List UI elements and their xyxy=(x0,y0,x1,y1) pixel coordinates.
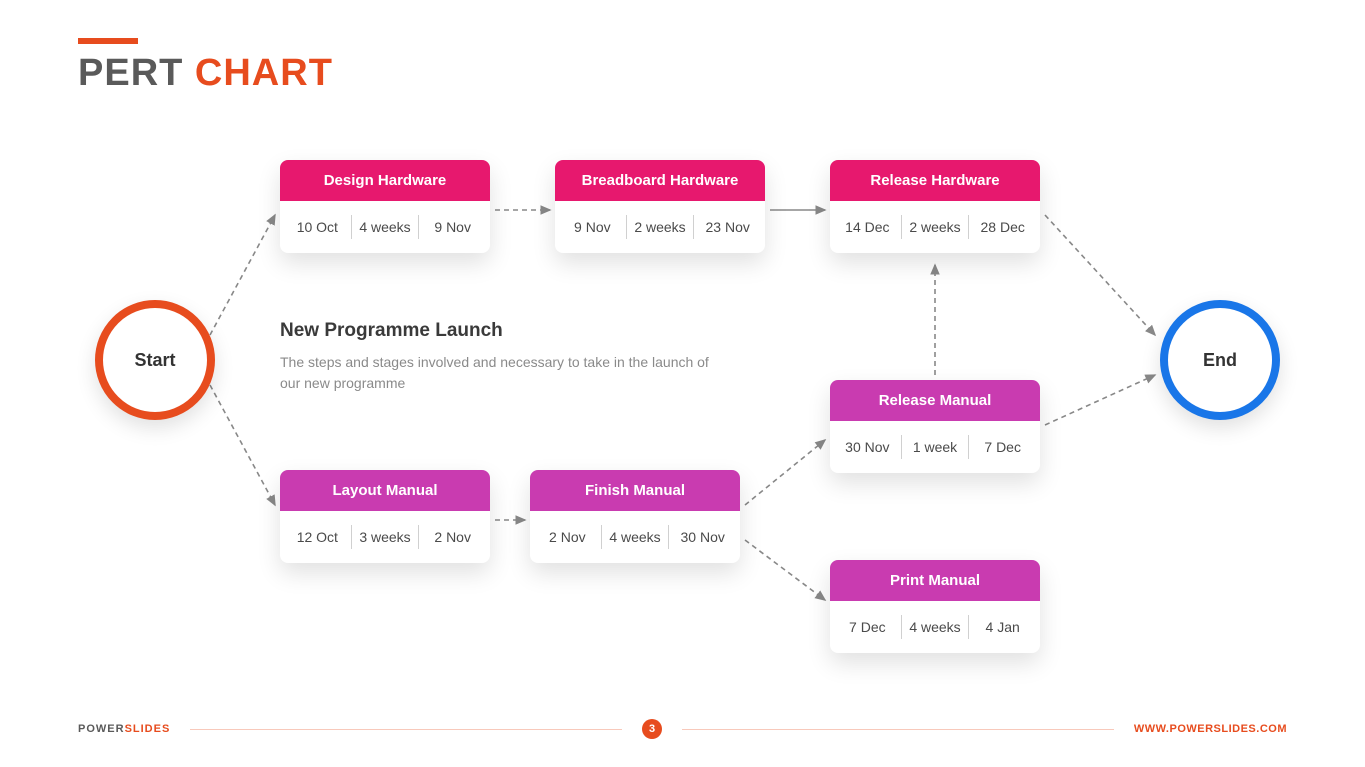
cell-divider xyxy=(351,215,352,239)
footer-line-left xyxy=(190,729,622,730)
task-body: 7 Dec 4 weeks 4 Jan xyxy=(830,601,1040,653)
cell-divider xyxy=(901,215,902,239)
task-start-date: 30 Nov xyxy=(838,439,897,455)
edge-finish-manual-to-print-manual xyxy=(745,540,825,600)
cell-divider xyxy=(626,215,627,239)
description-text: The steps and stages involved and necess… xyxy=(280,352,710,394)
task-end-date: 4 Jan xyxy=(973,619,1032,635)
task-body: 12 Oct 3 weeks 2 Nov xyxy=(280,511,490,563)
task-end-date: 30 Nov xyxy=(673,529,732,545)
description-block: New Programme Launch The steps and stage… xyxy=(280,320,710,394)
cell-divider xyxy=(901,615,902,639)
task-card-breadboard-hardware: Breadboard Hardware 9 Nov 2 weeks 23 Nov xyxy=(555,160,765,253)
task-header: Print Manual xyxy=(830,560,1040,601)
cell-divider xyxy=(968,215,969,239)
task-card-layout-manual: Layout Manual 12 Oct 3 weeks 2 Nov xyxy=(280,470,490,563)
task-body: 9 Nov 2 weeks 23 Nov xyxy=(555,201,765,253)
task-start-date: 14 Dec xyxy=(838,219,897,235)
edge-start-to-layout-manual xyxy=(210,385,275,505)
task-header: Layout Manual xyxy=(280,470,490,511)
task-card-design-hardware: Design Hardware 10 Oct 4 weeks 9 Nov xyxy=(280,160,490,253)
cell-divider xyxy=(418,215,419,239)
task-body: 10 Oct 4 weeks 9 Nov xyxy=(280,201,490,253)
task-card-release-hardware: Release Hardware 14 Dec 2 weeks 28 Dec xyxy=(830,160,1040,253)
edge-release-manual-to-end xyxy=(1045,375,1155,425)
task-body: 30 Nov 1 week 7 Dec xyxy=(830,421,1040,473)
footer-url: WWW.POWERSLIDES.COM xyxy=(1134,723,1287,735)
cell-divider xyxy=(901,435,902,459)
cell-divider xyxy=(601,525,602,549)
footer-page-number: 3 xyxy=(642,719,662,739)
task-header: Release Manual xyxy=(830,380,1040,421)
task-body: 14 Dec 2 weeks 28 Dec xyxy=(830,201,1040,253)
task-duration: 1 week xyxy=(906,439,965,455)
footer-line-right xyxy=(682,729,1114,730)
footer-brand-2: SLIDES xyxy=(125,723,171,735)
page-title: PERT CHART xyxy=(78,52,333,95)
task-start-date: 10 Oct xyxy=(288,219,347,235)
task-card-print-manual: Print Manual 7 Dec 4 weeks 4 Jan xyxy=(830,560,1040,653)
cell-divider xyxy=(351,525,352,549)
task-header: Finish Manual xyxy=(530,470,740,511)
task-start-date: 2 Nov xyxy=(538,529,597,545)
footer: POWERSLIDES 3 WWW.POWERSLIDES.COM xyxy=(0,719,1365,739)
task-end-date: 23 Nov xyxy=(698,219,757,235)
task-end-date: 9 Nov xyxy=(423,219,482,235)
task-duration: 4 weeks xyxy=(906,619,965,635)
task-duration: 2 weeks xyxy=(906,219,965,235)
start-node: Start xyxy=(95,300,215,420)
title-word-2: CHART xyxy=(195,52,333,94)
task-header: Design Hardware xyxy=(280,160,490,201)
title-word-1: PERT xyxy=(78,52,183,94)
task-card-release-manual: Release Manual 30 Nov 1 week 7 Dec xyxy=(830,380,1040,473)
task-header: Release Hardware xyxy=(830,160,1040,201)
task-header: Breadboard Hardware xyxy=(555,160,765,201)
cell-divider xyxy=(968,435,969,459)
task-duration: 4 weeks xyxy=(606,529,665,545)
task-start-date: 9 Nov xyxy=(563,219,622,235)
task-card-finish-manual: Finish Manual 2 Nov 4 weeks 30 Nov xyxy=(530,470,740,563)
task-start-date: 12 Oct xyxy=(288,529,347,545)
end-node: End xyxy=(1160,300,1280,420)
cell-divider xyxy=(668,525,669,549)
edge-finish-manual-to-release-manual xyxy=(745,440,825,505)
task-duration: 4 weeks xyxy=(356,219,415,235)
task-end-date: 2 Nov xyxy=(423,529,482,545)
cell-divider xyxy=(693,215,694,239)
title-accent-bar xyxy=(78,38,138,44)
description-title: New Programme Launch xyxy=(280,320,710,342)
cell-divider xyxy=(418,525,419,549)
task-end-date: 7 Dec xyxy=(973,439,1032,455)
edge-start-to-design-hardware xyxy=(210,215,275,335)
footer-brand-1: POWER xyxy=(78,723,125,735)
task-end-date: 28 Dec xyxy=(973,219,1032,235)
task-start-date: 7 Dec xyxy=(838,619,897,635)
task-body: 2 Nov 4 weeks 30 Nov xyxy=(530,511,740,563)
task-duration: 2 weeks xyxy=(631,219,690,235)
task-duration: 3 weeks xyxy=(356,529,415,545)
edge-release-hardware-to-end xyxy=(1045,215,1155,335)
footer-brand: POWERSLIDES xyxy=(78,723,170,735)
cell-divider xyxy=(968,615,969,639)
